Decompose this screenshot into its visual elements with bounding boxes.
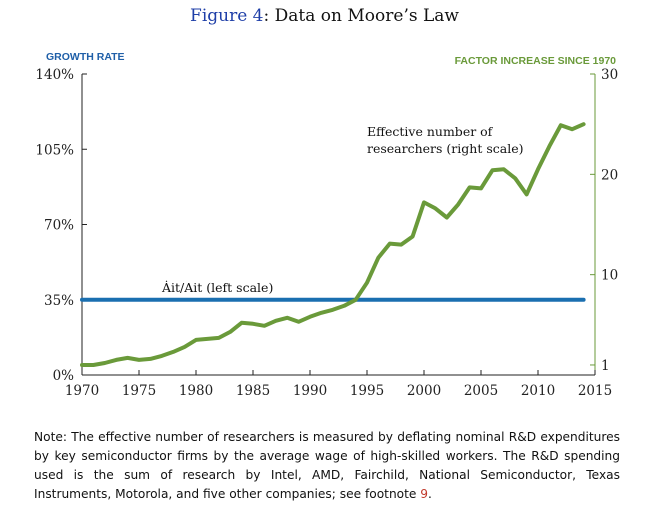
figure-separator: : (263, 6, 270, 26)
left-tick-label: 105% (35, 142, 74, 158)
x-axis-ticks: 1970 1975 1980 1985 1990 1995 2000 2005 2010 2015 (65, 370, 612, 399)
left-axis-label: GROWTH RATE (46, 51, 125, 63)
right-axis-label: FACTOR INCREASE SINCE 1970 (455, 55, 617, 67)
right-tick-label: 1 (601, 358, 610, 374)
researchers-annotation-line1: Effective number of (367, 124, 494, 139)
moores-law-chart: GROWTH RATE FACTOR INCREASE SINCE 1970 0… (35, 51, 618, 399)
footnote-link[interactable]: 9 (420, 487, 429, 501)
x-tick-label: 2000 (407, 383, 441, 399)
x-tick-label: 2015 (578, 383, 612, 399)
x-tick-label: 2010 (521, 383, 555, 399)
figure-note: Note: The effective number of researcher… (34, 428, 620, 504)
right-axis-ticks: 1 10 20 30 (590, 67, 618, 374)
note-end: . (428, 487, 432, 501)
x-tick-label: 1985 (236, 383, 270, 399)
x-tick-label: 1980 (179, 383, 213, 399)
left-tick-label: 35% (44, 293, 74, 309)
right-tick-label: 30 (601, 67, 618, 83)
x-tick-label: 1975 (122, 383, 156, 399)
researchers-annotation-line2: researchers (right scale) (367, 141, 523, 156)
figure-label[interactable]: Figure 4 (190, 6, 264, 26)
growth-rate-annotation: Ȧit/Ait (left scale) (161, 280, 273, 295)
figure-title: Figure 4: Data on Moore’s Law (0, 6, 649, 26)
researchers-series-line (80, 122, 586, 367)
right-tick-label: 20 (601, 167, 618, 183)
figure-title-text: Data on Moore’s Law (274, 6, 459, 26)
left-tick-label: 70% (44, 218, 74, 234)
x-tick-label: 1995 (350, 383, 384, 399)
left-tick-label: 0% (53, 368, 75, 384)
left-axis-ticks: 0% 35% 70% 105% 140% (35, 67, 87, 384)
series-layer (80, 122, 586, 367)
note-text: Note: The effective number of researcher… (34, 430, 620, 501)
left-tick-label: 140% (35, 67, 74, 83)
right-tick-label: 10 (601, 268, 618, 284)
x-tick-label: 1970 (65, 383, 99, 399)
x-tick-label: 1990 (293, 383, 327, 399)
x-tick-label: 2005 (464, 383, 498, 399)
